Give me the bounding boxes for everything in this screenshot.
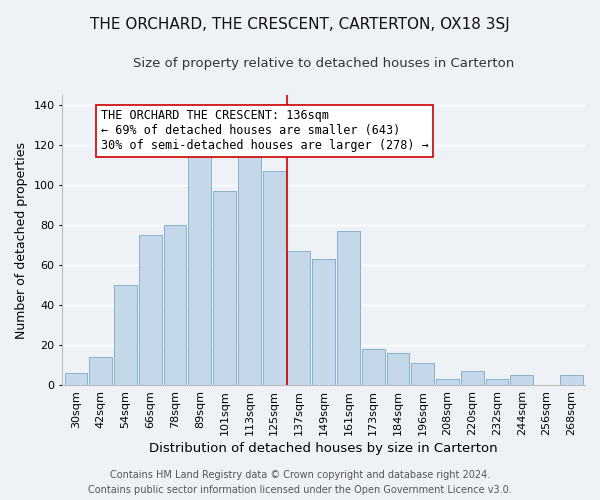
Bar (263, 171, 286, 385)
Bar (65, 373, 88, 385)
Bar (287, 251, 310, 385)
Text: THE ORCHARD, THE CRESCENT, CARTERTON, OX18 3SJ: THE ORCHARD, THE CRESCENT, CARTERTON, OX… (90, 18, 510, 32)
Bar (337, 231, 360, 385)
Bar (238, 155, 261, 385)
Text: THE ORCHARD THE CRESCENT: 136sqm
← 69% of detached houses are smaller (643)
30% : THE ORCHARD THE CRESCENT: 136sqm ← 69% o… (101, 110, 428, 152)
Bar (89, 357, 112, 385)
Bar (213, 191, 236, 385)
Title: Size of property relative to detached houses in Carterton: Size of property relative to detached ho… (133, 58, 514, 70)
Bar (114, 285, 137, 385)
Bar (312, 259, 335, 385)
Bar (511, 375, 533, 385)
Bar (362, 349, 385, 385)
Bar (188, 149, 211, 385)
X-axis label: Distribution of detached houses by size in Carterton: Distribution of detached houses by size … (149, 442, 498, 455)
Bar (485, 379, 508, 385)
Bar (436, 379, 459, 385)
Bar (164, 225, 187, 385)
Bar (560, 375, 583, 385)
Bar (412, 363, 434, 385)
Bar (386, 353, 409, 385)
Y-axis label: Number of detached properties: Number of detached properties (15, 142, 28, 338)
Text: Contains HM Land Registry data © Crown copyright and database right 2024.
Contai: Contains HM Land Registry data © Crown c… (88, 470, 512, 495)
Bar (139, 235, 161, 385)
Bar (461, 371, 484, 385)
